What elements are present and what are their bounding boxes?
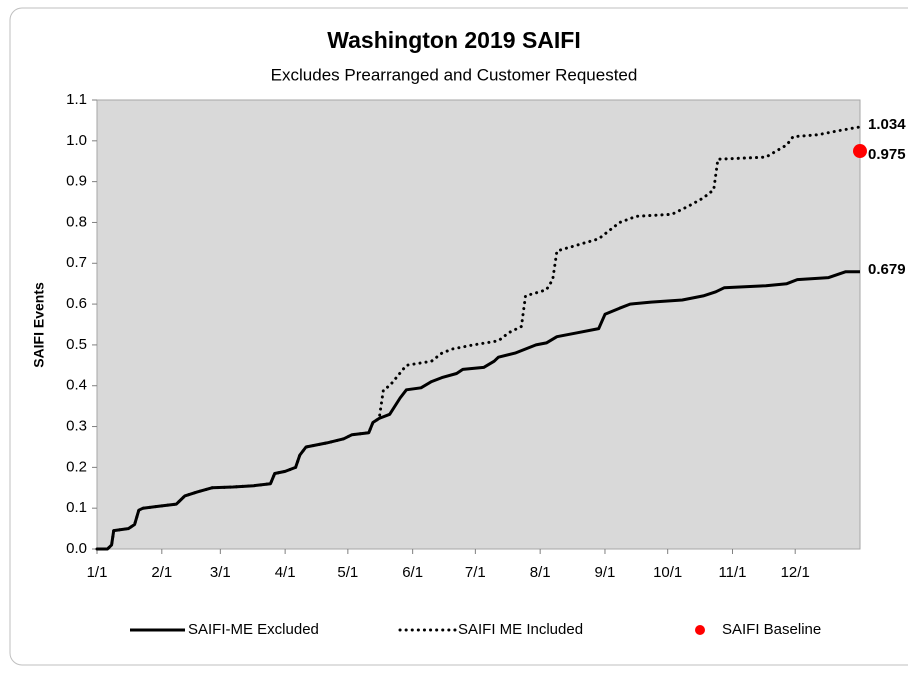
legend-swatch bbox=[695, 625, 705, 635]
y-tick-label: 1.1 bbox=[66, 91, 87, 108]
data-label: 0.975 bbox=[868, 146, 906, 163]
x-tick-label: 8/1 bbox=[530, 564, 551, 581]
plot-area bbox=[96, 99, 861, 550]
x-tick-label: 12/1 bbox=[781, 564, 810, 581]
legend-label: SAIFI ME Included bbox=[458, 621, 583, 638]
chart-subtitle: Excludes Prearranged and Customer Reques… bbox=[271, 65, 638, 84]
series-line bbox=[95, 125, 862, 551]
x-tick-label: 9/1 bbox=[595, 564, 616, 581]
y-tick-label: 0.4 bbox=[66, 377, 87, 394]
y-tick-label: 0.1 bbox=[66, 499, 87, 516]
x-tick-label: 5/1 bbox=[337, 564, 358, 581]
y-tick-label: 0.7 bbox=[66, 254, 87, 271]
legend-label: SAIFI Baseline bbox=[722, 621, 821, 638]
y-tick-label: 1.0 bbox=[66, 132, 87, 149]
y-tick-label: 0.5 bbox=[66, 336, 87, 353]
legend-label: SAIFI-ME Excluded bbox=[188, 621, 319, 638]
y-tick-label: 0.3 bbox=[66, 418, 87, 435]
y-tick-label: 0.9 bbox=[66, 173, 87, 190]
x-tick-label: 1/1 bbox=[87, 564, 108, 581]
x-tick-label: 6/1 bbox=[402, 564, 423, 581]
y-tick-label: 0.0 bbox=[66, 540, 87, 557]
x-tick-label: 10/1 bbox=[653, 564, 682, 581]
y-axis-label: SAIFI Events bbox=[31, 282, 47, 368]
data-label: 1.034 bbox=[868, 116, 906, 133]
data-label: 0.679 bbox=[868, 261, 906, 278]
x-tick-label: 11/1 bbox=[718, 564, 746, 581]
x-tick-label: 7/1 bbox=[465, 564, 486, 581]
chart-title: Washington 2019 SAIFI bbox=[327, 27, 580, 53]
x-tick-label: 2/1 bbox=[151, 564, 172, 581]
data-point bbox=[853, 144, 867, 159]
y-tick-label: 0.6 bbox=[66, 295, 87, 312]
x-tick-label: 4/1 bbox=[275, 564, 296, 581]
y-tick-label: 0.2 bbox=[66, 458, 87, 475]
x-tick-label: 3/1 bbox=[210, 564, 231, 581]
y-tick-label: 0.8 bbox=[66, 213, 87, 230]
